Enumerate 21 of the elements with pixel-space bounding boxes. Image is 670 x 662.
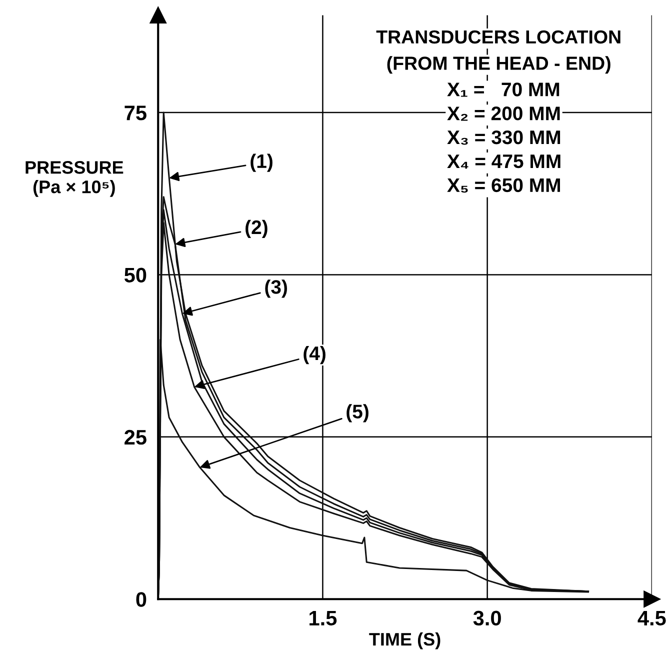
annotation: X₂ = 200 MM xyxy=(447,106,560,121)
annotation: (2) xyxy=(246,220,268,238)
annotation: (5) xyxy=(346,404,368,422)
x-tick-label: 1.5 xyxy=(310,610,337,626)
y-tick-label: 50 xyxy=(124,268,146,282)
annotation: X₅ = 650 MM xyxy=(447,178,560,193)
annotation: X₁ = 70 MM xyxy=(447,82,560,97)
x-axis-title: TIME (S) xyxy=(369,632,440,650)
y-tick-label: 0 xyxy=(136,592,146,607)
y-tick-label: 25 xyxy=(124,430,146,445)
annotation: TRANSDUCERS LOCATION xyxy=(376,30,620,44)
x-tick-label: 4.5 xyxy=(638,610,666,626)
annotation: (1) xyxy=(250,154,272,172)
y-axis-title: PRESSURE (Pa × 10⁵) xyxy=(26,161,124,197)
annotation: X₃ = 330 MM xyxy=(447,130,560,145)
x-tick-label: 3.0 xyxy=(473,610,501,626)
annotation: (FROM THE HEAD - END) xyxy=(387,56,610,74)
annotation: X₄ = 475 MM xyxy=(447,154,560,169)
annotation: (3) xyxy=(265,280,288,298)
annotation: (4) xyxy=(304,346,326,364)
y-tick-label: 75 xyxy=(124,106,146,120)
